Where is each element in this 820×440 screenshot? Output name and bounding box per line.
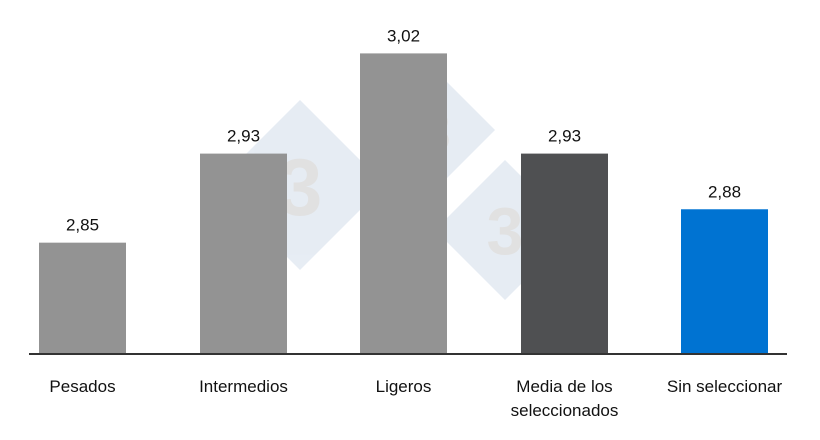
bars — [39, 53, 768, 355]
x-tick-label: Ligeros — [376, 377, 432, 396]
data-label: 2,85 — [66, 216, 99, 235]
bar — [521, 153, 608, 354]
x-tick-label: Media de los — [516, 377, 612, 396]
bar — [681, 209, 768, 354]
x-tick-label: Sin seleccionar — [667, 377, 783, 396]
data-label: 2,93 — [548, 127, 581, 146]
x-tick-label: seleccionados — [511, 401, 619, 420]
x-tick-label: Pesados — [49, 377, 115, 396]
watermark-text: 3 — [487, 196, 524, 270]
bar — [39, 242, 126, 354]
bar — [200, 153, 287, 354]
data-label: 3,02 — [387, 26, 420, 45]
bar — [360, 53, 447, 355]
x-tick-labels: Pesados Intermedios Ligeros Media de los sel… — [49, 377, 782, 420]
data-labels: 2,85 2,93 3,02 2,93 2,88 — [66, 26, 741, 234]
data-label: 2,88 — [708, 182, 741, 201]
data-label: 2,93 — [227, 127, 260, 146]
x-tick-label: Intermedios — [199, 377, 288, 396]
